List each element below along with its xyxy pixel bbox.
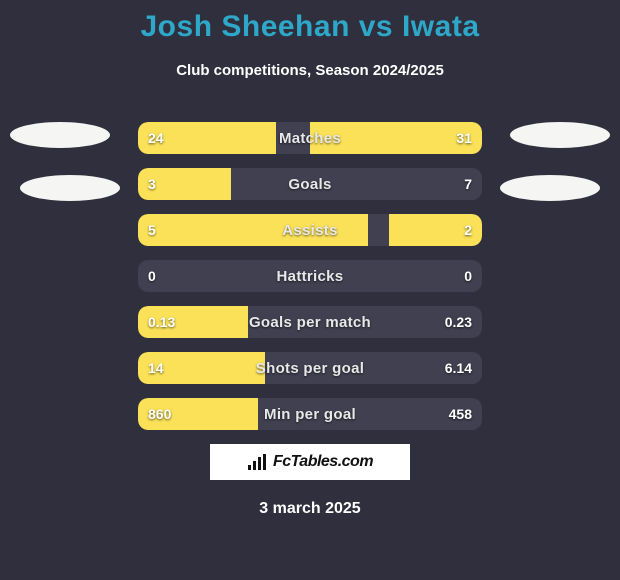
stat-row: 00Hattricks — [138, 260, 482, 292]
stat-row: 860458Min per goal — [138, 398, 482, 430]
subtitle: Club competitions, Season 2024/2025 — [0, 62, 620, 79]
stat-label: Goals — [138, 168, 482, 200]
stat-row: 52Assists — [138, 214, 482, 246]
page-title: Josh Sheehan vs Iwata — [0, 0, 620, 44]
player2-name: Iwata — [402, 10, 480, 43]
team-logo-left-2 — [20, 175, 120, 201]
vs-text: vs — [359, 10, 393, 43]
stat-label: Shots per goal — [138, 352, 482, 384]
stat-row: 2431Matches — [138, 122, 482, 154]
date-text: 3 march 2025 — [0, 500, 620, 518]
stat-label: Matches — [138, 122, 482, 154]
stat-row: 0.130.23Goals per match — [138, 306, 482, 338]
stat-label: Assists — [138, 214, 482, 246]
stat-label: Goals per match — [138, 306, 482, 338]
stat-row: 146.14Shots per goal — [138, 352, 482, 384]
fctables-badge: FcTables.com — [210, 444, 410, 480]
player1-name: Josh Sheehan — [141, 10, 350, 43]
stat-row: 37Goals — [138, 168, 482, 200]
stat-label: Hattricks — [138, 260, 482, 292]
fctables-text: FcTables.com — [273, 453, 373, 471]
stats-chart: 2431Matches 37Goals 52Assists 00Hattricks 0.… — [138, 122, 482, 444]
team-logo-right-2 — [500, 175, 600, 201]
team-logo-right-1 — [510, 122, 610, 148]
fctables-logo-icon — [247, 453, 267, 471]
team-logo-left-1 — [10, 122, 110, 148]
stat-label: Min per goal — [138, 398, 482, 430]
